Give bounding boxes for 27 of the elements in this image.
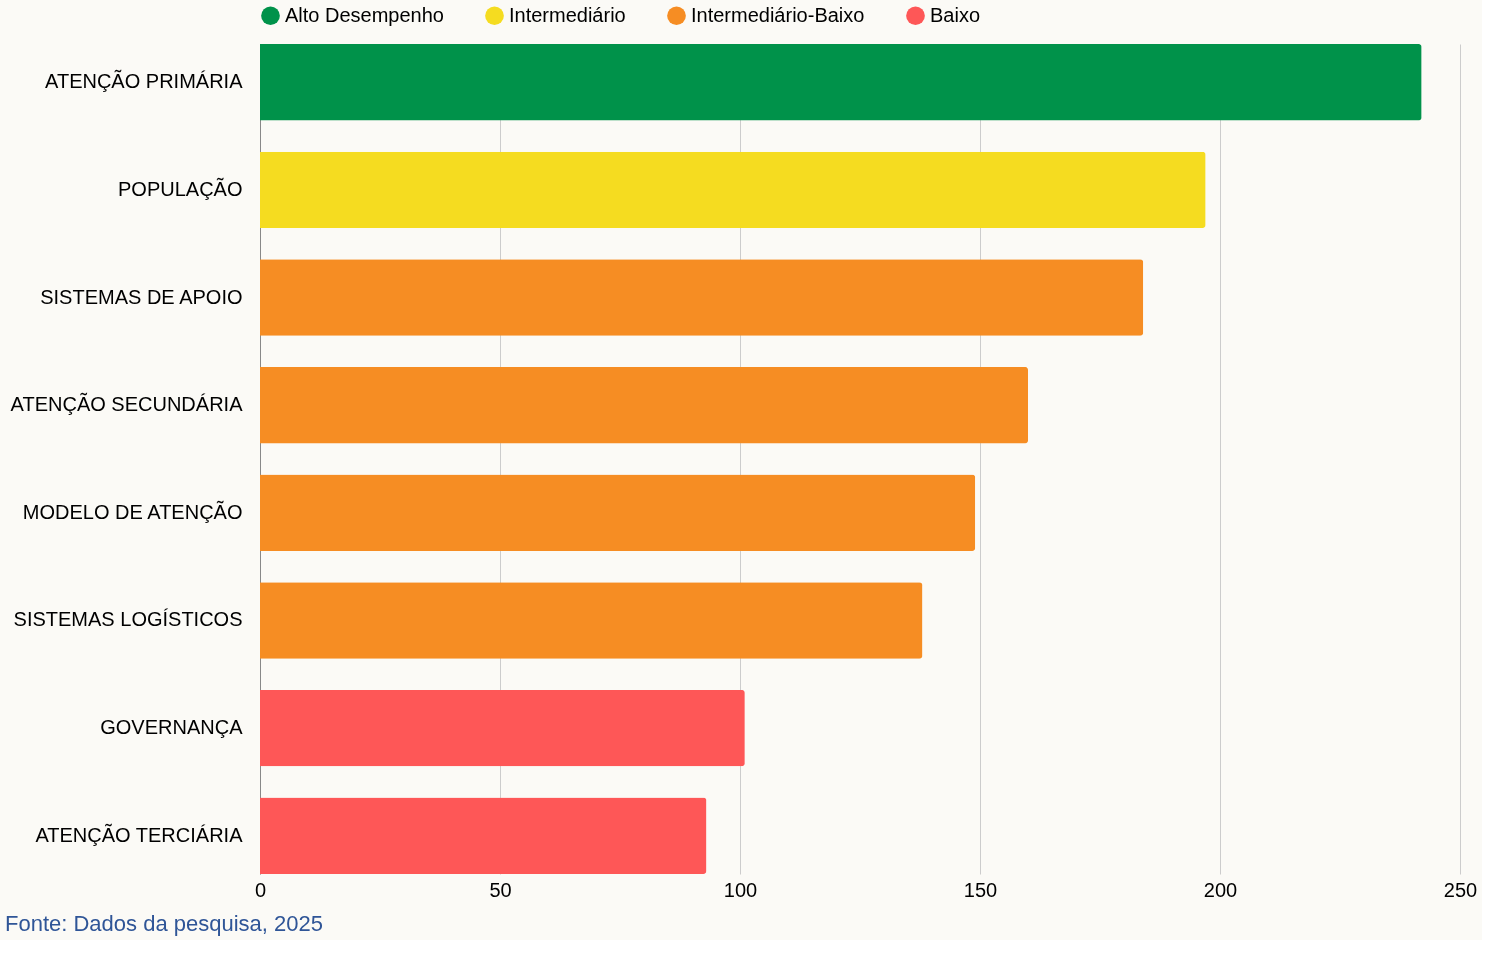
y-tick-label: MODELO DE ATENÇÃO	[22, 499, 243, 523]
bar	[260, 151, 1206, 229]
bar	[260, 797, 707, 874]
bar	[260, 474, 976, 552]
legend-label: Alto Desempenho	[285, 3, 444, 26]
y-tick-label: ATENÇÃO SECUNDÁRIA	[10, 392, 244, 416]
bar	[260, 366, 1028, 444]
x-tick-label: 150	[963, 878, 998, 901]
source-note: Fonte: Dados da pesquisa, 2025	[5, 911, 324, 936]
bar	[260, 582, 923, 659]
x-tick-label: 50	[489, 878, 512, 901]
y-tick-label: SISTEMAS DE APOIO	[40, 285, 243, 308]
x-tick-label: 0	[254, 878, 267, 901]
x-tick-label: 250	[1443, 878, 1478, 901]
bar	[260, 44, 1422, 121]
bar	[260, 689, 745, 767]
y-tick-label: SISTEMAS LOGÍSTICOS	[13, 608, 243, 631]
bar	[260, 259, 1144, 336]
legend-label: Intermediário-Baixo	[691, 3, 865, 26]
y-tick-label: POPULAÇÃO	[118, 176, 243, 200]
y-tick-label: ATENÇÃO TERCIÁRIA	[35, 822, 244, 846]
y-tick-label: ATENÇÃO PRIMÁRIA	[45, 69, 244, 93]
x-tick-label: 200	[1203, 878, 1238, 901]
x-tick-label: 100	[723, 878, 758, 901]
y-tick-label: GOVERNANÇA	[100, 716, 244, 739]
legend-label: Baixo	[930, 3, 981, 26]
legend-label: Intermediário	[509, 3, 626, 26]
